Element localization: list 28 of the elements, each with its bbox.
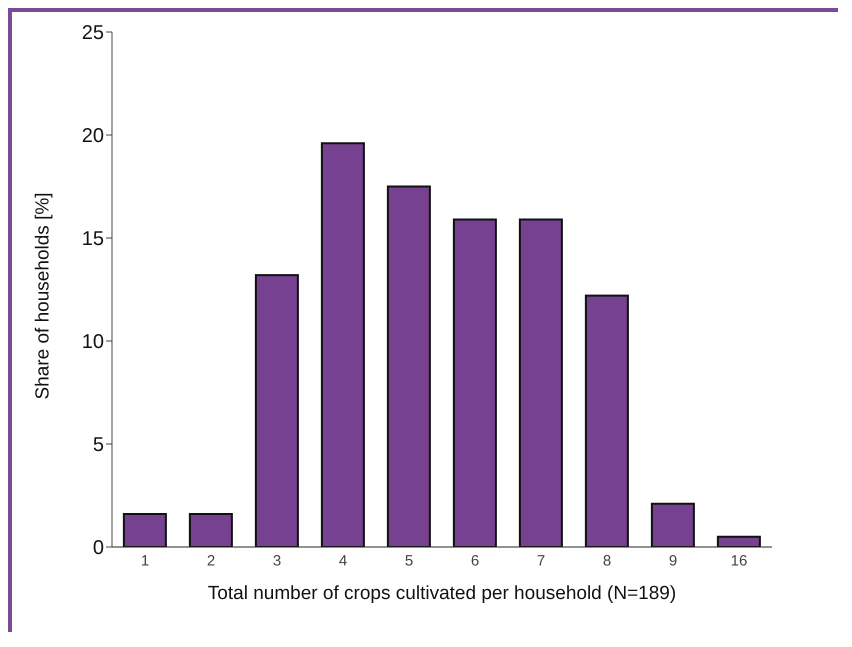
bar [518,218,563,547]
bar [386,186,431,547]
bar [716,536,761,547]
y-tick-label: 15 [82,228,104,250]
x-tick-label: 5 [404,552,414,570]
y-tick-label: 0 [92,537,104,560]
x-tick-label: 7 [536,552,546,570]
x-tick-label: 1 [140,552,150,570]
bar [320,142,365,547]
y-axis-title: Share of households [%] [32,192,54,400]
x-tick-label: 8 [602,552,612,570]
x-tick-label: 6 [470,552,480,570]
y-tick-label: 10 [82,331,104,354]
y-tick-label: 25 [82,22,104,44]
bar [254,274,299,547]
x-tick-label: 4 [338,552,348,570]
bar [650,502,695,547]
y-tick-label: 5 [92,434,104,456]
x-tick-label: 3 [272,552,282,570]
bar [452,218,497,547]
y-tick-label: 20 [82,125,104,148]
bar [188,513,233,547]
bar [122,513,167,547]
x-tick-label: 16 [730,552,748,570]
x-axis-title: Total number of crops cultivated per household (N=189) [208,583,676,604]
x-tick-label: 2 [206,552,216,570]
bar [584,294,629,547]
x-tick-label: 9 [668,552,678,570]
